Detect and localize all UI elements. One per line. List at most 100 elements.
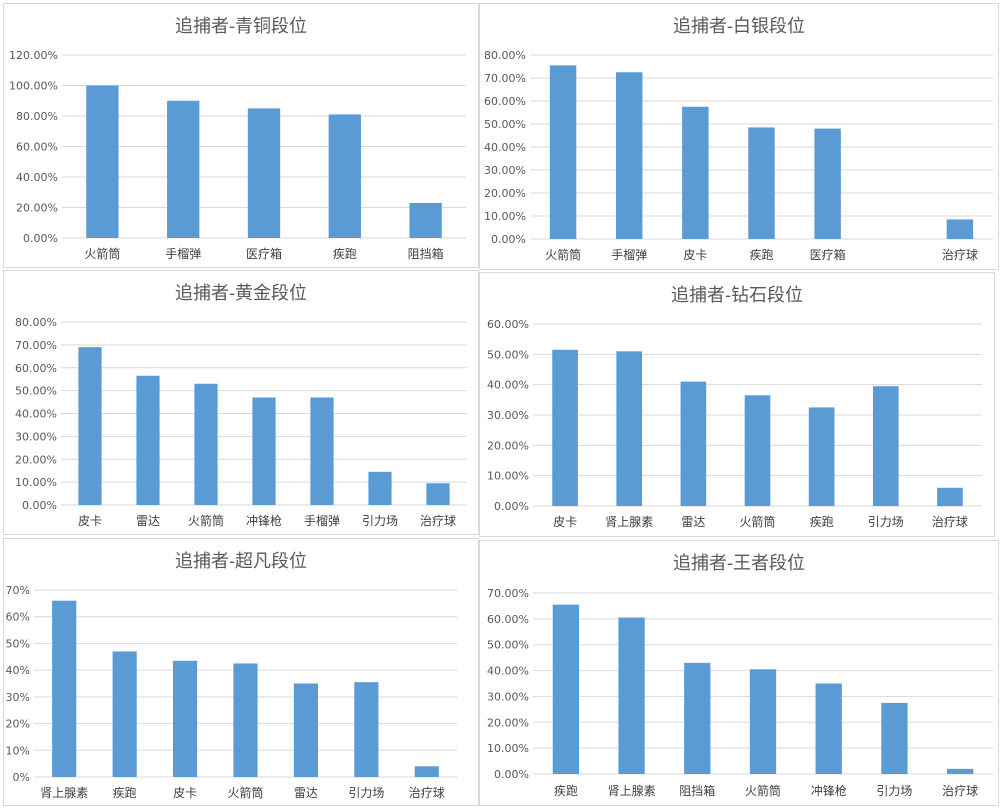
bar bbox=[872, 386, 899, 506]
y-tick-label: 20% bbox=[6, 718, 30, 731]
y-tick-label: 60.00% bbox=[487, 318, 529, 331]
x-tick-label: 疾跑 bbox=[810, 514, 834, 529]
bar bbox=[947, 768, 974, 774]
bar bbox=[684, 662, 711, 774]
bar-chart-king: 0.00% 10.00% 20.00% 30.00% 40.00% 50.00% 60.00… bbox=[487, 587, 993, 798]
bar bbox=[328, 114, 361, 238]
y-tick-label: 0.00% bbox=[23, 232, 58, 245]
x-tick-label: 疾跑 bbox=[554, 783, 578, 798]
x-tick-label: 疾跑 bbox=[749, 247, 773, 262]
y-tick-label: 30.00% bbox=[487, 690, 529, 703]
bar bbox=[86, 85, 119, 238]
x-tick-label: 手榴弹 bbox=[611, 248, 647, 262]
bar bbox=[682, 106, 709, 239]
bar bbox=[552, 604, 579, 774]
bar bbox=[52, 600, 77, 777]
y-tick-label: 10.00% bbox=[484, 210, 526, 223]
y-tick-label: 20.00% bbox=[15, 453, 57, 466]
bar bbox=[354, 682, 379, 777]
bar-chart-silver: 0.00% 10.00% 20.00% 30.00% 40.00% 50.00% 60.00… bbox=[484, 49, 993, 262]
bar bbox=[409, 202, 442, 238]
y-tick-label: 40% bbox=[6, 664, 30, 677]
y-tick-label: 0.00% bbox=[22, 499, 57, 512]
x-tick-label: 医疗箱 bbox=[246, 246, 282, 261]
bar-chart-diamond: 0.00% 10.00% 20.00% 30.00% 40.00% 50.00% 60.00… bbox=[487, 318, 982, 529]
x-tick-label: 肾上腺素 bbox=[605, 515, 653, 529]
bar bbox=[112, 651, 137, 777]
chart-title: 追捕者-超凡段位 bbox=[174, 551, 308, 572]
bar bbox=[136, 375, 160, 505]
bar bbox=[252, 397, 276, 505]
bar bbox=[815, 683, 842, 774]
x-tick-label: 引力场 bbox=[876, 784, 912, 798]
y-tick-label: 10.00% bbox=[15, 476, 57, 489]
chart-panel-extraordinary: 追捕者-超凡段位 0% 10% 20% 30% 40% 50% 60% 70% 肾上腺素 疾跑 皮卡… bbox=[3, 538, 479, 806]
y-tick-label: 60% bbox=[6, 611, 30, 624]
bar bbox=[233, 663, 258, 777]
x-tick-label: 阻挡箱 bbox=[408, 246, 444, 261]
y-tick-label: 20.00% bbox=[487, 439, 529, 452]
bar bbox=[78, 347, 102, 505]
bar bbox=[808, 407, 835, 506]
bar bbox=[552, 349, 578, 506]
y-tick-label: 60.00% bbox=[16, 141, 58, 154]
chart-panel-diamond: 追捕者-钻石段位 0.00% 10.00% 20.00% 30.00% 40.00% 50… bbox=[479, 272, 995, 537]
bar bbox=[615, 72, 643, 239]
x-tick-label: 火箭筒 bbox=[545, 247, 581, 262]
x-tick-label: 治疗球 bbox=[409, 786, 445, 800]
y-tick-label: 70.00% bbox=[487, 587, 529, 600]
y-tick-label: 50.00% bbox=[487, 639, 529, 652]
bar-chart-bronze: 0.00% 20.00% 40.00% 60.00% 80.00% 100.00% 120.… bbox=[9, 49, 466, 261]
bar bbox=[167, 100, 200, 238]
x-tick-label: 雷达 bbox=[294, 786, 318, 800]
bar bbox=[749, 669, 777, 774]
y-tick-label: 40.00% bbox=[487, 665, 529, 678]
y-tick-label: 80.00% bbox=[16, 110, 58, 123]
y-tick-label: 50.00% bbox=[484, 118, 526, 131]
x-tick-label: 火箭筒 bbox=[739, 514, 775, 529]
y-tick-label: 0.00% bbox=[494, 500, 529, 513]
y-tick-label: 100.00% bbox=[9, 80, 58, 93]
bar-chart-extraordinary: 0% 10% 20% 30% 40% 50% 60% 70% 肾上腺素 疾跑 皮卡 火箭筒 雷达 引力场 治… bbox=[6, 584, 457, 800]
x-tick-label: 阻挡箱 bbox=[679, 783, 715, 798]
bar bbox=[946, 219, 974, 239]
bar bbox=[549, 65, 577, 239]
y-tick-label: 30% bbox=[6, 691, 30, 704]
bar bbox=[680, 381, 707, 506]
bar bbox=[247, 108, 281, 238]
x-tick-label: 引力场 bbox=[362, 514, 398, 528]
x-tick-label: 治疗球 bbox=[942, 784, 978, 798]
x-tick-label: 皮卡 bbox=[78, 514, 102, 528]
y-tick-label: 50.00% bbox=[487, 348, 529, 361]
bar bbox=[881, 702, 908, 774]
x-tick-label: 冲锋枪 bbox=[811, 783, 847, 798]
x-tick-label: 手榴弹 bbox=[304, 514, 340, 528]
chart-panel-silver: 追捕者-白银段位 0.00% 10.00% 20.00% 30.00% 40.00% 50… bbox=[479, 3, 999, 270]
y-tick-label: 0.00% bbox=[491, 233, 526, 246]
y-tick-label: 40.00% bbox=[487, 379, 529, 392]
bar bbox=[937, 487, 963, 506]
chart-title: 追捕者-钻石段位 bbox=[670, 285, 804, 306]
y-tick-label: 80.00% bbox=[484, 49, 526, 62]
y-tick-label: 70% bbox=[6, 584, 30, 597]
y-tick-label: 40.00% bbox=[15, 408, 57, 421]
y-tick-label: 70.00% bbox=[484, 72, 526, 85]
y-tick-label: 30.00% bbox=[487, 409, 529, 422]
chart-panel-bronze: 追捕者-青铜段位 0.00% 20.00% 40.00% 60.00% 80.00% 10… bbox=[3, 3, 479, 268]
x-tick-label: 皮卡 bbox=[553, 515, 577, 529]
y-tick-label: 30.00% bbox=[15, 430, 57, 443]
chart-title: 追捕者-白银段位 bbox=[672, 16, 806, 37]
bar bbox=[744, 395, 771, 506]
x-tick-label: 皮卡 bbox=[173, 786, 197, 800]
bar bbox=[293, 683, 319, 777]
chart-title: 追捕者-黄金段位 bbox=[174, 283, 308, 304]
bar bbox=[310, 397, 334, 505]
y-tick-label: 50.00% bbox=[15, 385, 57, 398]
bar bbox=[748, 127, 775, 239]
x-tick-label: 火箭筒 bbox=[227, 785, 263, 800]
y-tick-label: 120.00% bbox=[9, 49, 58, 62]
y-tick-label: 50% bbox=[6, 637, 30, 650]
x-tick-label: 引力场 bbox=[348, 786, 384, 800]
bar bbox=[426, 483, 450, 505]
x-tick-label: 肾上腺素 bbox=[608, 784, 656, 798]
